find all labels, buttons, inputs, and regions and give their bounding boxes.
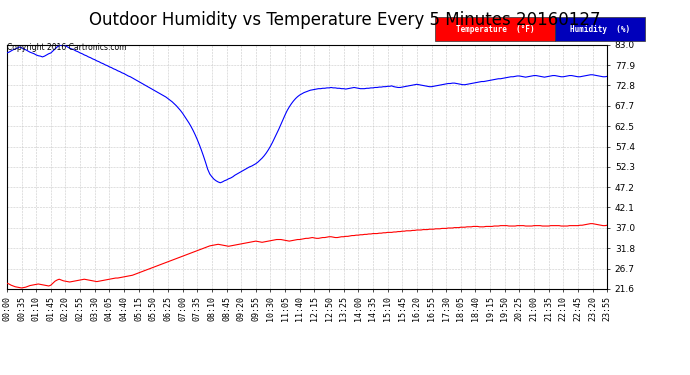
Text: Humidity  (%): Humidity (%)	[570, 25, 631, 34]
Text: Temperature  (°F): Temperature (°F)	[456, 25, 534, 34]
Text: Outdoor Humidity vs Temperature Every 5 Minutes 20160127: Outdoor Humidity vs Temperature Every 5 …	[89, 11, 601, 29]
Text: Copyright 2016 Cartronics.com: Copyright 2016 Cartronics.com	[7, 43, 126, 52]
